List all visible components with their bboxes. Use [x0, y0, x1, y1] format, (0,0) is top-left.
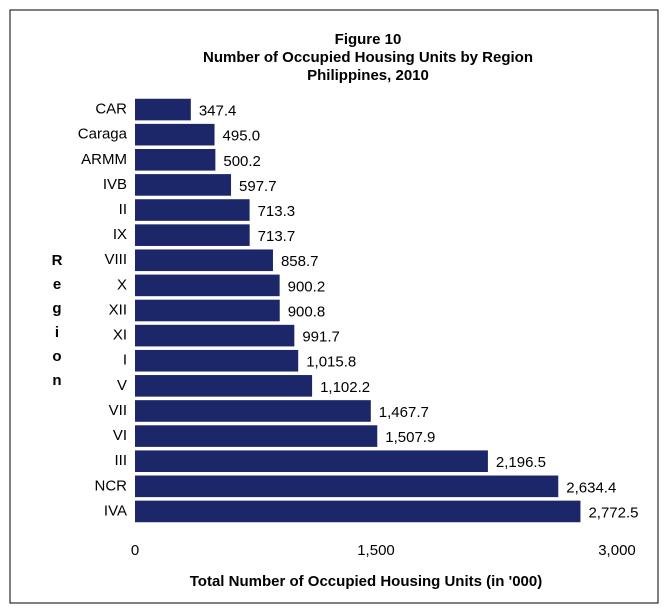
x-tick-label: 0 [131, 542, 139, 559]
data-label: 597.7 [239, 178, 277, 195]
data-label: 1,467.7 [379, 404, 429, 421]
y-tick-label: X [117, 276, 127, 293]
data-label: 713.3 [258, 203, 296, 220]
y-tick-label: XII [109, 301, 127, 318]
y-tick-label: IVB [103, 176, 127, 193]
data-label: 1,507.9 [385, 429, 435, 446]
data-label: 1,015.8 [306, 354, 356, 371]
bar [135, 224, 250, 246]
y-tick-label: CAR [95, 101, 127, 118]
data-label: 347.4 [199, 103, 237, 120]
data-label: 858.7 [281, 253, 319, 270]
y-tick-label: I [123, 352, 127, 369]
data-label: 713.7 [258, 228, 296, 245]
y-tick-label: Caraga [78, 126, 128, 143]
data-label: 2,772.5 [588, 504, 638, 521]
y-axis-label: Region [49, 252, 66, 396]
data-label: 495.0 [223, 128, 261, 145]
y-tick-label: XI [113, 327, 127, 344]
data-label: 900.2 [288, 278, 326, 295]
bar [135, 274, 280, 297]
y-tick-label: VII [109, 402, 127, 419]
chart-title: Figure 10 [335, 31, 402, 48]
bar [135, 375, 313, 397]
bar [135, 475, 559, 498]
chart-subtitle: Philippines, 2010 [307, 67, 429, 84]
data-label: 1,102.2 [320, 379, 370, 396]
data-label: 2,634.4 [566, 479, 616, 496]
bar [135, 199, 250, 221]
y-tick-label: VI [113, 427, 127, 444]
data-label: 900.8 [288, 303, 326, 320]
y-tick-label: III [114, 452, 127, 469]
data-label: 500.2 [223, 153, 261, 170]
chart-subtitle: Number of Occupied Housing Units by Regi… [203, 49, 533, 66]
y-tick-label: VIII [104, 251, 127, 268]
bar [135, 324, 295, 347]
bar [135, 249, 273, 272]
data-label: 991.7 [302, 329, 340, 346]
y-tick-label: II [119, 201, 127, 218]
y-tick-label: NCR [95, 477, 128, 494]
y-tick-label: IX [113, 226, 127, 243]
bar [135, 123, 215, 146]
bar [135, 148, 216, 171]
bar [135, 349, 299, 372]
x-tick-label: 3,000 [598, 542, 636, 559]
bar [135, 500, 581, 523]
x-tick-label: 1,500 [357, 542, 395, 559]
bar [135, 425, 378, 447]
data-label: 2,196.5 [496, 454, 546, 471]
bar [135, 400, 371, 422]
y-tick-label: ARMM [81, 151, 127, 168]
bar [135, 450, 488, 473]
y-tick-label: IVA [104, 502, 127, 519]
x-axis-label: Total Number of Occupied Housing Units (… [190, 573, 542, 590]
bar [135, 98, 191, 121]
bar [135, 174, 232, 196]
y-tick-label: V [117, 377, 127, 394]
bar [135, 299, 280, 322]
